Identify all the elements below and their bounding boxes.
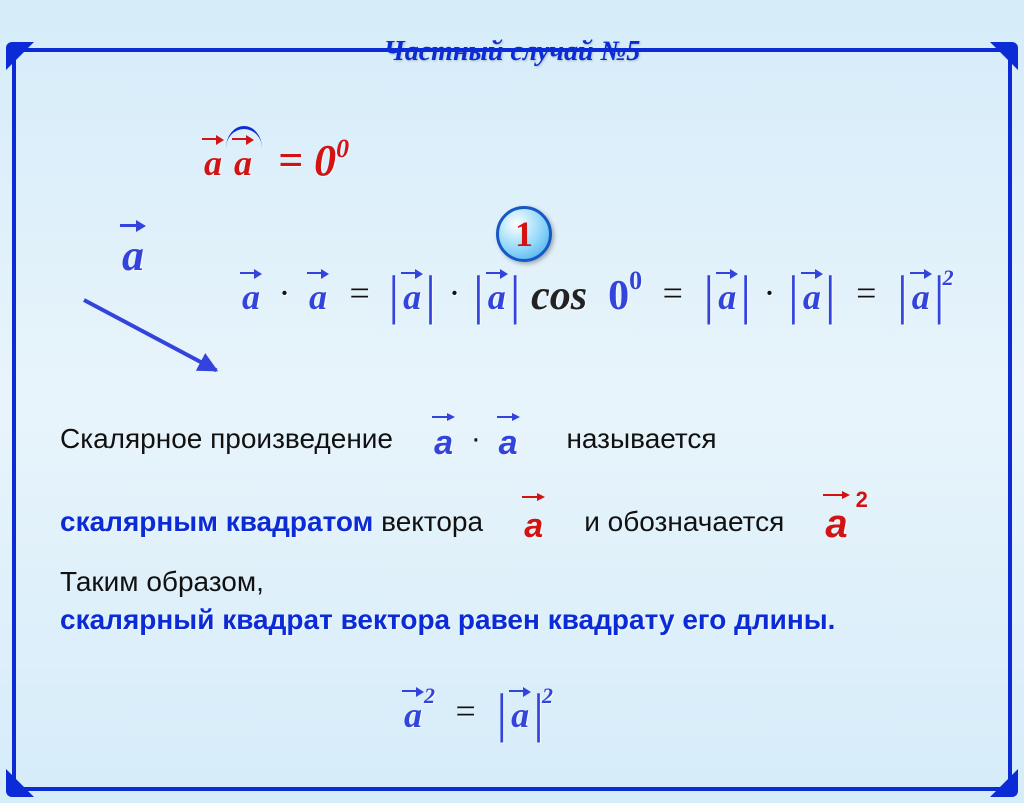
vec-a: a — [799, 276, 825, 318]
def-text: и обозначается — [584, 506, 784, 537]
vec-a: a — [430, 420, 457, 466]
def-text: Скалярное произведение — [60, 423, 393, 454]
vec-a: a — [714, 276, 740, 318]
def-text: называется — [566, 423, 716, 454]
vec-a: a — [305, 276, 331, 318]
vec-a: a — [495, 420, 522, 466]
vec-a: a — [238, 276, 264, 318]
vec-a: a — [230, 142, 256, 184]
cos-label: cos — [531, 273, 587, 319]
vec-a: a — [507, 694, 533, 736]
conclusion-block: Таким образом, скалярный квадрат вектора… — [60, 566, 964, 636]
vec-a-red: a — [821, 498, 851, 550]
def-text: вектора — [373, 506, 483, 537]
vec-a: a — [400, 694, 426, 736]
vec-a-red: a — [520, 500, 547, 552]
vec-a: a — [484, 276, 510, 318]
definition-block: Скалярное произведение a · a называется … — [60, 416, 964, 552]
step-indicator: 1 — [496, 206, 552, 262]
formula-scalar-square: a · a = |a| · |a| cos 00 = |a| · |a| = |… — [238, 264, 954, 326]
angle-eq: a a = 00 — [200, 134, 349, 186]
vec-a: a — [399, 276, 425, 318]
def-emph: скалярным квадратом — [60, 506, 373, 537]
vec-a-label: a — [118, 230, 148, 281]
vec-a: a — [908, 276, 934, 318]
vec-a: a — [200, 142, 226, 184]
conclusion-intro: Таким образом, — [60, 566, 964, 598]
equals: = 00 — [278, 136, 349, 185]
conclusion-statement: скалярный квадрат вектора равен квадрату… — [60, 604, 964, 636]
formula-final: a2 = |a|2 — [400, 682, 553, 744]
